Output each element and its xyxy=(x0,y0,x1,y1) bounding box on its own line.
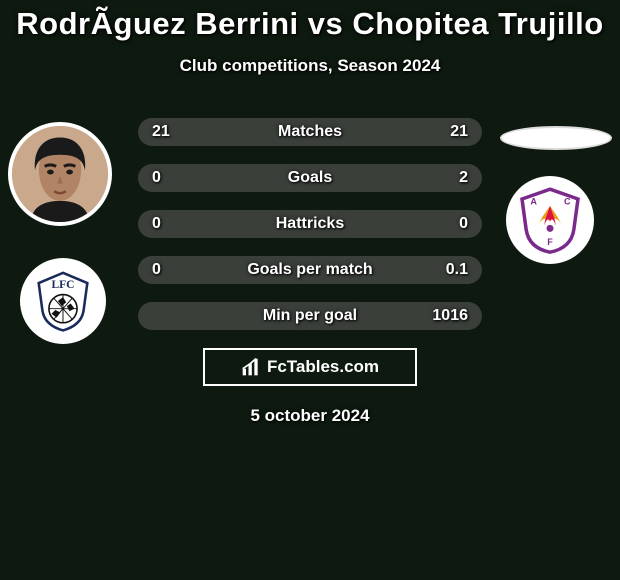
footer-date: 5 october 2024 xyxy=(0,406,620,426)
stat-row: 0 Goals 2 xyxy=(138,164,482,192)
stat-right-value: 21 xyxy=(450,123,468,141)
player-right-avatar xyxy=(500,126,612,150)
stat-label: Goals per match xyxy=(138,261,482,279)
club-left-badge: LFC xyxy=(20,258,106,344)
stat-right-value: 2 xyxy=(459,169,468,187)
stat-label: Hattricks xyxy=(138,215,482,233)
club-right-badge: A C F xyxy=(506,176,594,264)
stat-row: 0 Goals per match 0.1 xyxy=(138,256,482,284)
brand-text: FcTables.com xyxy=(267,357,379,377)
stat-right-value: 1016 xyxy=(432,307,468,325)
stat-right-value: 0.1 xyxy=(446,261,468,279)
stat-row: 0 Hattricks 0 xyxy=(138,210,482,238)
comparison-card: RodrÃ­guez Berrini vs Chopitea Trujillo … xyxy=(0,0,620,580)
stat-label: Min per goal xyxy=(138,307,482,325)
svg-text:F: F xyxy=(547,237,553,247)
subtitle: Club competitions, Season 2024 xyxy=(0,56,620,76)
stat-row: 21 Matches 21 xyxy=(138,118,482,146)
stat-label: Matches xyxy=(138,123,482,141)
player-left-avatar xyxy=(8,122,112,226)
bar-chart-icon xyxy=(241,357,261,377)
page-title: RodrÃ­guez Berrini vs Chopitea Trujillo xyxy=(0,0,620,42)
svg-text:LFC: LFC xyxy=(51,279,74,291)
brand-box: FcTables.com xyxy=(203,348,417,386)
svg-text:C: C xyxy=(564,197,571,207)
stat-right-value: 0 xyxy=(459,215,468,233)
stat-label: Goals xyxy=(138,169,482,187)
stat-row: Min per goal 1016 xyxy=(138,302,482,330)
svg-text:A: A xyxy=(530,197,537,207)
